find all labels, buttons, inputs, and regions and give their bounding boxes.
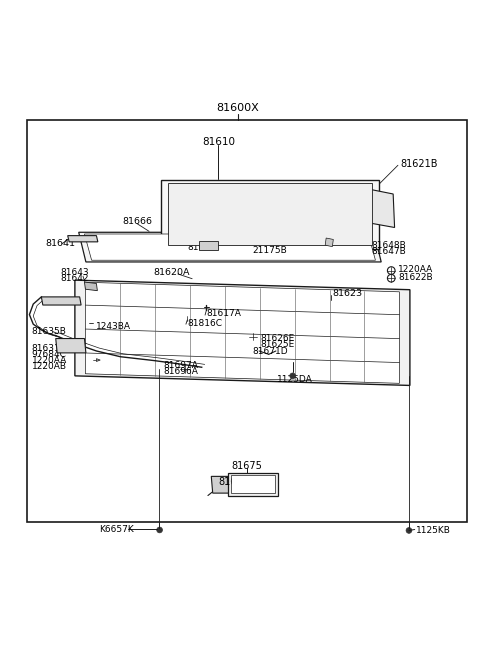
Text: 81626E: 81626E [261,333,295,342]
Polygon shape [79,232,381,262]
Polygon shape [85,282,399,383]
Bar [86,342,92,349]
Text: 81621B: 81621B [400,159,438,169]
Polygon shape [199,241,218,251]
Polygon shape [56,338,86,353]
Circle shape [406,527,412,533]
Circle shape [290,373,296,379]
Text: 81625E: 81625E [261,340,295,349]
Text: 81600X: 81600X [216,103,259,113]
Text: 81671D: 81671D [252,347,288,356]
Text: 1125KB: 1125KB [416,526,451,535]
Text: 81647B: 81647B [372,247,407,256]
Text: 81623: 81623 [332,289,362,298]
Polygon shape [68,236,98,242]
Text: 81675: 81675 [232,461,263,471]
Text: 81666: 81666 [123,217,153,226]
Polygon shape [211,476,229,493]
Polygon shape [345,184,395,228]
Polygon shape [96,359,100,361]
Text: 81648B: 81648B [372,241,407,250]
Text: 81655B: 81655B [336,237,371,246]
Text: 81656C: 81656C [336,231,371,239]
Text: 81620A: 81620A [154,268,191,276]
Text: 1220AA: 1220AA [32,356,67,365]
Polygon shape [84,234,375,260]
Polygon shape [228,472,278,495]
Text: 97684C: 97684C [32,350,67,359]
Text: 81697A: 81697A [163,361,198,370]
Polygon shape [75,280,410,386]
Text: 81643: 81643 [60,268,89,276]
Polygon shape [325,238,333,247]
Text: 81642: 81642 [60,274,89,283]
Text: 1125DA: 1125DA [277,375,313,384]
Text: 81677: 81677 [218,477,249,487]
Text: K6657K: K6657K [99,525,133,535]
Text: 81610: 81610 [202,137,235,148]
Text: 1220AA: 1220AA [398,265,433,274]
Text: 81631: 81631 [32,344,60,353]
Circle shape [157,527,162,533]
Text: 81696A: 81696A [163,367,198,376]
Text: 81635B: 81635B [32,327,67,337]
Bar [27,120,468,522]
Polygon shape [41,297,81,305]
Text: 81661: 81661 [187,243,216,252]
Text: 1220AB: 1220AB [32,362,67,371]
Text: 81816C: 81816C [187,319,222,328]
Polygon shape [168,183,372,245]
Text: 81617A: 81617A [206,309,241,318]
Text: 81662: 81662 [187,236,216,245]
Polygon shape [84,282,97,291]
Polygon shape [231,475,276,493]
Text: 81641: 81641 [45,239,75,248]
Polygon shape [161,180,379,249]
Text: 81622B: 81622B [398,274,432,282]
Text: 21175B: 21175B [252,247,287,255]
Text: 1243BA: 1243BA [96,321,132,331]
